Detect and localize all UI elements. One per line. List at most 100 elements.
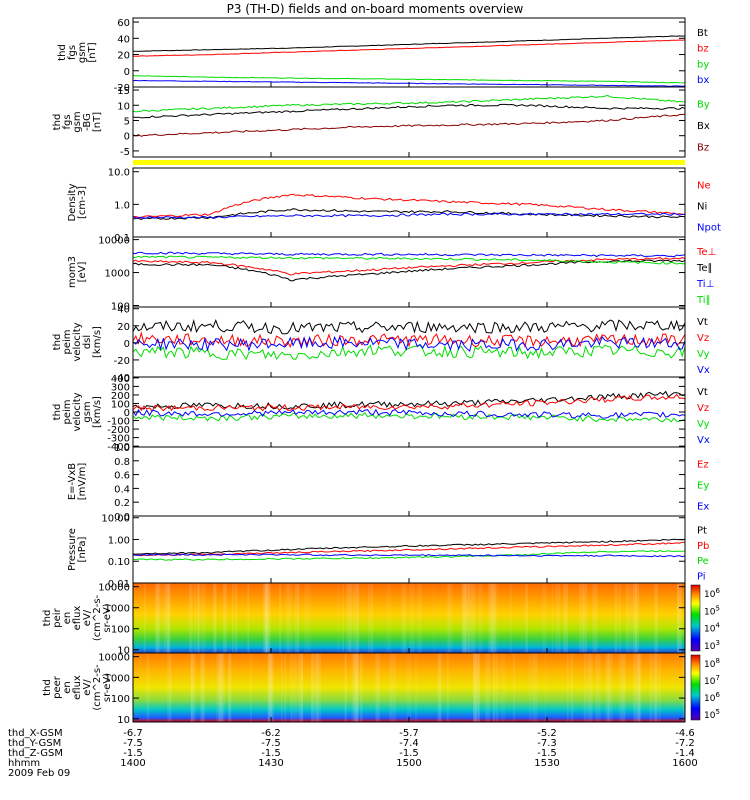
spectrogram-texture xyxy=(472,653,476,722)
y-tick-label: 1.0 xyxy=(114,200,130,211)
spectrogram-texture xyxy=(285,583,290,653)
y-tick-label: 10.0 xyxy=(108,168,130,179)
legend-label: Ti⊥ xyxy=(696,279,714,290)
y-tick-label: 20 xyxy=(117,51,130,62)
legend-label: Ex xyxy=(697,502,709,513)
y-tick-label: -300 xyxy=(107,434,130,445)
spectrogram-texture xyxy=(633,653,638,722)
spectrogram-texture xyxy=(463,583,468,653)
y-tick-label: 15 xyxy=(117,86,130,97)
y-axis-label: sr-eV) xyxy=(102,673,113,702)
y-axis-label: (cm^2-s- xyxy=(92,664,103,711)
series-line-Bx xyxy=(132,103,686,119)
spectrogram-texture xyxy=(542,583,547,653)
spectrogram-texture xyxy=(557,583,561,653)
spectrogram-texture xyxy=(477,653,480,722)
legend-label: Vx xyxy=(697,365,710,376)
spectrogram-texture xyxy=(449,583,453,653)
x-axis-value: -6.7 xyxy=(123,728,143,739)
spectrogram-texture xyxy=(471,583,477,653)
y-tick-label: 1000 xyxy=(105,604,130,615)
spectrogram-texture xyxy=(220,653,226,722)
y-axis-label: gsm xyxy=(72,111,83,132)
spectrogram-texture xyxy=(625,583,628,653)
spectrogram-texture xyxy=(342,583,344,653)
y-axis-label: [nT] xyxy=(92,112,103,132)
spectrogram-texture xyxy=(461,583,467,653)
panel-frame xyxy=(132,167,686,238)
spectrogram-texture xyxy=(563,583,568,653)
x-axis-value: -1.5 xyxy=(123,748,143,759)
y-tick-label: 1.0 xyxy=(114,443,130,454)
spectrogram-texture xyxy=(566,653,569,722)
spectrogram-texture xyxy=(353,583,358,653)
x-axis-row-label: thd_Z-GSM xyxy=(8,748,63,759)
legend-label: bz xyxy=(697,44,709,55)
spectrogram-texture xyxy=(298,653,304,722)
date-label: 2009 Feb 09 xyxy=(8,768,70,779)
y-tick-label: 1000 xyxy=(105,269,130,280)
x-axis-row-label: thd_X-GSM xyxy=(8,728,63,739)
spectrogram-texture xyxy=(401,583,406,653)
spectrogram-texture xyxy=(196,583,199,653)
legend-label: Bz xyxy=(697,142,709,153)
y-axis-label: thd xyxy=(57,44,68,61)
y-axis-label: [mV/m] xyxy=(77,463,88,501)
series-line-Ti⊥ xyxy=(132,251,686,258)
panel-frame xyxy=(132,306,686,378)
colorbar-tick-label: 105 xyxy=(704,708,720,721)
y-axis-label: [km/s] xyxy=(92,396,103,428)
spectrogram-texture xyxy=(467,583,470,653)
spectrogram-texture xyxy=(228,653,230,722)
spectrogram-texture xyxy=(544,653,547,722)
spectrogram-texture xyxy=(268,653,270,722)
panel-8: Pt Pb Pe Pi 10.00 1.00 0.10 0.01 Pressure [nPa] xyxy=(67,514,709,590)
y-axis-label: peir xyxy=(52,607,63,627)
x-axis-value: 1600 xyxy=(672,758,697,769)
y-axis-label: Pressure xyxy=(67,528,78,571)
spectrogram xyxy=(133,653,685,722)
y-tick-label: 200 xyxy=(111,391,130,402)
spectrogram-texture xyxy=(190,653,194,722)
legend-label: Pb xyxy=(697,541,709,552)
colorbar-tick-label: 106 xyxy=(704,691,720,704)
spectrogram-texture xyxy=(414,653,418,722)
y-axis-label: thd xyxy=(52,334,63,351)
series-line-Vx xyxy=(132,408,686,419)
spectrogram-texture xyxy=(631,583,635,653)
spectrogram-texture xyxy=(551,583,554,653)
colorbar-tick-label: 107 xyxy=(704,674,720,687)
y-axis-label: en xyxy=(62,681,73,694)
y-tick-label: 0.0 xyxy=(114,512,130,523)
figure-title: P3 (TH-D) fields and on-board moments ov… xyxy=(227,2,524,16)
spectrogram-texture xyxy=(223,583,227,653)
spectrogram-texture xyxy=(493,653,496,722)
series-line-Vt xyxy=(132,318,686,335)
spectrogram-texture xyxy=(629,583,632,653)
spectrogram-texture xyxy=(473,653,477,722)
y-tick-label: 0.1 xyxy=(114,233,130,244)
y-tick-label: -200 xyxy=(107,425,130,436)
spectrogram-texture xyxy=(655,583,659,653)
spectrogram-texture xyxy=(410,583,415,653)
y-tick-label: 1.00 xyxy=(108,535,130,546)
spectrogram-texture xyxy=(491,583,497,653)
spectrogram-texture xyxy=(289,583,293,653)
spectrogram-texture xyxy=(620,653,626,722)
legend-label: Vt xyxy=(697,387,708,398)
x-axis-value: -6.2 xyxy=(261,728,281,739)
colorbar-tick-label: 105 xyxy=(704,604,720,617)
spectrogram-texture xyxy=(264,583,269,653)
spectrogram-texture xyxy=(608,653,613,722)
y-axis-label: eV/ xyxy=(82,679,93,696)
spectrogram-texture xyxy=(461,583,464,653)
spectrogram-texture xyxy=(306,583,311,653)
spectrogram-texture xyxy=(368,583,372,653)
y-axis-label: fgs xyxy=(67,45,78,60)
series-line-Vz xyxy=(132,331,686,349)
x-axis-value: -7.3 xyxy=(537,738,557,749)
x-axis-value: -7.5 xyxy=(123,738,143,749)
spectrogram-texture xyxy=(264,583,270,653)
spectrogram-texture xyxy=(311,653,313,722)
